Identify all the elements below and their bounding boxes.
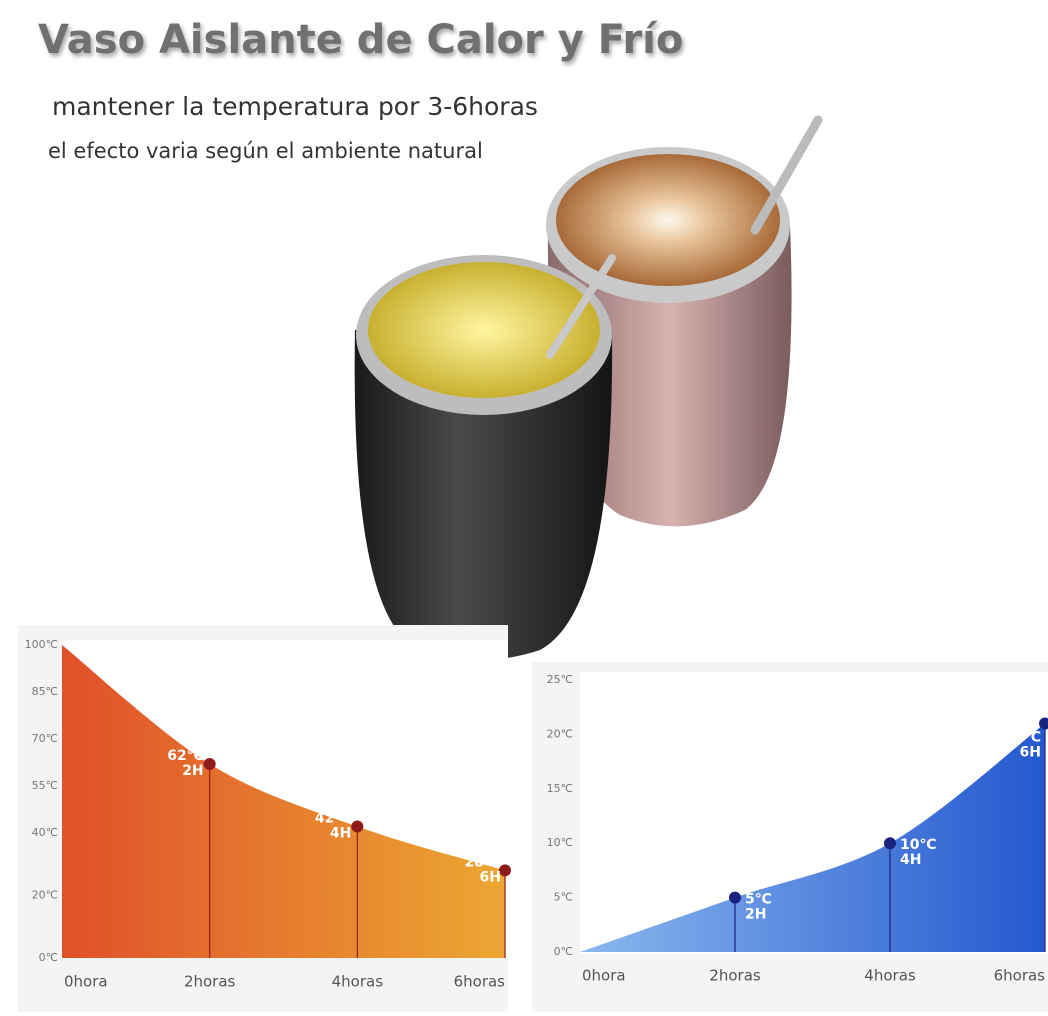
point-label: 6H: [480, 869, 501, 885]
area: [62, 645, 505, 958]
data-label: 62℃: [167, 748, 203, 764]
subtitle: el efecto varia según el ambiente natura…: [48, 139, 483, 163]
y-tick-label: 20℃: [32, 888, 58, 901]
data-label: 42℃: [315, 811, 351, 827]
y-tick-label: 10℃: [547, 836, 573, 849]
x-tick-label: 4horas: [864, 967, 916, 985]
data-label: 28℃: [465, 854, 501, 870]
x-tick-label: 2horas: [184, 973, 236, 991]
y-tick-label: 40℃: [32, 826, 58, 839]
x-tick-label: 0hora: [64, 973, 108, 991]
y-tick-label: 0℃: [39, 951, 58, 964]
data-label: 10℃: [900, 837, 936, 853]
x-tick-label: 6horas: [454, 973, 506, 991]
y-tick-label: 5℃: [554, 891, 573, 904]
point-label: 2H: [182, 763, 203, 779]
y-tick-label: 20℃: [547, 727, 573, 740]
data-label: 21℃: [1005, 730, 1041, 746]
x-tick-label: 0hora: [582, 967, 626, 985]
point-label: 4H: [330, 826, 351, 842]
page-title: Vaso Aislante de Calor y Frío: [38, 17, 683, 63]
x-tick-label: 4horas: [332, 973, 384, 991]
y-tick-label: 55℃: [32, 779, 58, 792]
y-tick-label: 70℃: [32, 732, 58, 745]
point-label: 2H: [745, 907, 766, 923]
y-tick-label: 15℃: [547, 782, 573, 795]
data-label: 5℃: [745, 892, 772, 908]
marker: [1039, 717, 1048, 730]
marker: [351, 820, 364, 833]
subtitle: mantener la temperatura por 3-6horas: [52, 92, 538, 121]
y-tick-label: 100℃: [25, 638, 58, 651]
y-tick-label: 0℃: [554, 945, 573, 958]
x-tick-label: 6horas: [994, 967, 1046, 985]
marker: [729, 891, 741, 904]
product-image: [354, 115, 823, 660]
y-tick-label: 85℃: [32, 685, 58, 698]
marker: [884, 837, 896, 850]
marker: [203, 757, 216, 770]
point-label: 6H: [1020, 745, 1041, 761]
y-tick-label: 25℃: [547, 673, 573, 686]
marker: [499, 864, 511, 877]
area: [580, 723, 1045, 952]
point-label: 4H: [900, 852, 921, 868]
x-tick-label: 2horas: [709, 967, 761, 985]
